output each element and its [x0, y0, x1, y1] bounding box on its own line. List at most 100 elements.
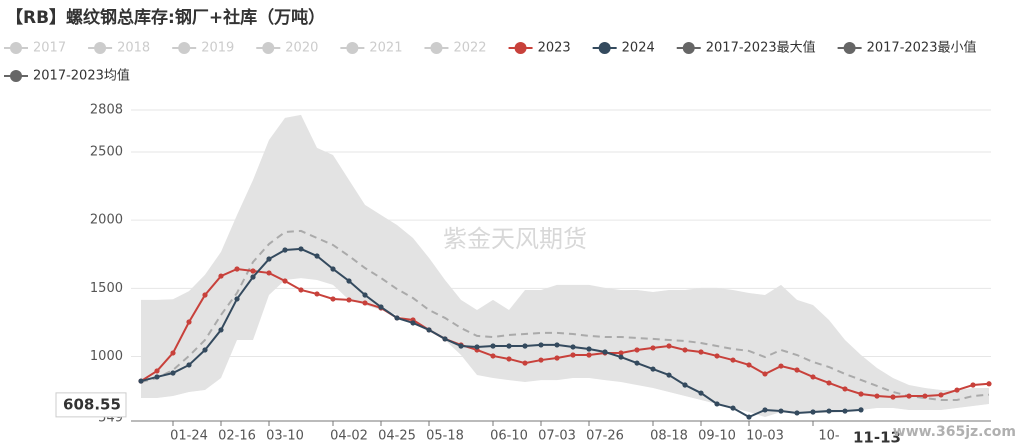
point [570, 344, 576, 350]
point [298, 246, 304, 252]
point [634, 347, 640, 353]
point [346, 297, 352, 303]
point [858, 391, 864, 397]
point [682, 347, 688, 353]
legend-item[interactable]: 2021 [340, 41, 402, 56]
legend-label: 2017-2023最小值 [867, 40, 977, 56]
pointer-y-label: 608.55 [63, 395, 121, 413]
point [298, 287, 304, 293]
legend-item[interactable]: 2022 [424, 41, 487, 56]
point [522, 360, 528, 366]
legend-icon-dot [514, 42, 527, 54]
point [346, 278, 352, 284]
x-tick-label: 04-02 [330, 429, 368, 444]
legend-item[interactable]: 2017 [4, 41, 66, 56]
point [538, 357, 544, 363]
legend-item[interactable]: 2020 [256, 41, 318, 56]
x-tick-label: 04-25 [378, 429, 416, 444]
point [154, 374, 160, 380]
point [314, 291, 320, 297]
legend-icon-dot [94, 42, 107, 54]
point [922, 393, 928, 399]
series-line [140, 247, 862, 419]
legend-label: 2017-2023最大值 [706, 40, 816, 56]
point [250, 268, 256, 274]
legend-item[interactable]: 2024 [592, 41, 655, 56]
legend-icon-dot [10, 42, 22, 54]
watermark: 紫金天风期货 [443, 225, 587, 253]
point [362, 292, 368, 298]
point [538, 342, 544, 348]
point [714, 401, 720, 407]
point [794, 367, 800, 373]
point [810, 374, 816, 380]
legend-icon-dot [346, 42, 359, 54]
point [954, 387, 960, 393]
legend-label: 2018 [117, 41, 150, 56]
point [570, 352, 576, 358]
point [714, 353, 720, 359]
y-tick-label: 2500 [90, 144, 123, 159]
point [842, 386, 848, 392]
point [506, 356, 512, 362]
point [666, 343, 672, 349]
x-tick-label: 01-24 [170, 429, 208, 444]
point [282, 278, 288, 284]
point [618, 350, 624, 356]
point [602, 349, 608, 355]
point [170, 370, 176, 376]
point [186, 362, 192, 368]
point [586, 346, 592, 352]
legend-icon-dot [10, 70, 22, 82]
y-tick-label: 1000 [90, 349, 123, 364]
pointer-x-box [855, 427, 899, 446]
point [426, 327, 432, 333]
legend-item[interactable]: 2017-2023均值 [4, 68, 130, 84]
point [730, 357, 736, 363]
x-tick-label: 08-18 [650, 429, 688, 444]
point [266, 270, 272, 276]
point [234, 296, 240, 302]
legend-label: 2022 [453, 41, 486, 56]
point [554, 355, 560, 361]
point [234, 266, 240, 272]
point [810, 409, 816, 415]
chart-title: 【RB】螺纹钢总库存:钢厂+社库（万吨） [6, 7, 325, 28]
point [794, 410, 800, 416]
point [154, 368, 160, 374]
x-tick-label: 03-10 [266, 429, 304, 444]
legend-icon-dot [682, 42, 695, 54]
legend-item[interactable]: 2023 [508, 41, 571, 56]
legend-label: 2017-2023均值 [33, 68, 130, 84]
point [986, 381, 992, 387]
point [394, 315, 400, 321]
point [650, 345, 656, 351]
point [378, 304, 384, 310]
point [458, 343, 464, 349]
point [666, 372, 672, 378]
point [762, 371, 768, 377]
legend-item[interactable]: 2019 [172, 41, 234, 56]
point [730, 405, 736, 411]
legend-icon-dot [843, 42, 856, 54]
site-watermark: www.365jz.com [893, 424, 1016, 440]
range-band [141, 114, 989, 418]
legend-label: 2019 [201, 41, 234, 56]
point [842, 408, 848, 414]
x-tick-label: 02-16 [218, 429, 256, 444]
x-tick-label: 09-10 [698, 429, 736, 444]
x-tick-label: 06-10 [490, 429, 528, 444]
point [826, 408, 832, 414]
point [186, 319, 192, 325]
legend-item[interactable]: 2017-2023最大值 [676, 40, 816, 56]
point [410, 320, 416, 326]
point [586, 352, 592, 358]
point [890, 394, 896, 400]
legend-item[interactable]: 2017-2023最小值 [837, 40, 977, 56]
point [522, 343, 528, 349]
point [778, 363, 784, 369]
legend-item[interactable]: 2018 [88, 41, 150, 56]
point [746, 414, 752, 420]
